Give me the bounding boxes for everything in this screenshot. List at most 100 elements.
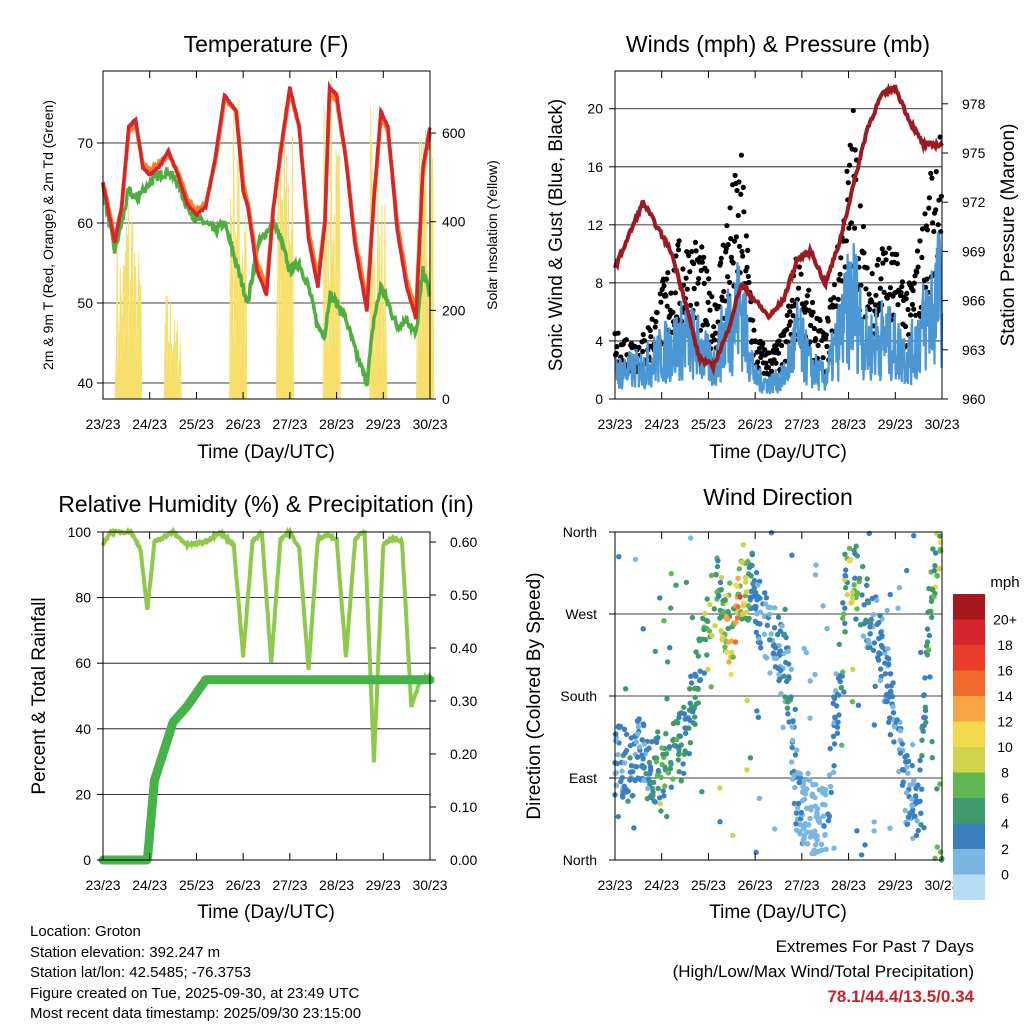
direction-point bbox=[877, 666, 884, 672]
direction-point bbox=[794, 747, 800, 753]
direction-point bbox=[718, 586, 725, 593]
direction-point bbox=[754, 611, 760, 617]
station-elevation: Station elevation: 392.247 m bbox=[30, 943, 221, 961]
direction-point bbox=[903, 790, 910, 796]
gust-point bbox=[734, 187, 740, 194]
gust-point bbox=[683, 275, 689, 281]
direction-point bbox=[822, 792, 829, 798]
gust-point bbox=[860, 223, 867, 230]
direction-point bbox=[740, 542, 747, 548]
gust-point bbox=[823, 332, 829, 338]
direction-point bbox=[785, 711, 791, 717]
direction-point bbox=[919, 753, 925, 759]
direction-point bbox=[886, 661, 892, 667]
gust-point bbox=[809, 299, 816, 306]
gust-point bbox=[760, 341, 766, 347]
direction-point bbox=[622, 760, 628, 766]
direction-point bbox=[834, 691, 840, 698]
direction-point bbox=[918, 649, 924, 656]
gust-point bbox=[847, 162, 853, 168]
station-location: Location: Groton bbox=[30, 923, 141, 940]
direction-point bbox=[627, 769, 634, 775]
legend-label: 14 bbox=[997, 688, 1013, 704]
direction-point bbox=[813, 562, 819, 568]
direction-point bbox=[673, 582, 679, 588]
gust-point bbox=[910, 288, 916, 294]
gust-point bbox=[652, 324, 658, 330]
direction-point bbox=[767, 637, 773, 643]
direction-point bbox=[745, 603, 752, 609]
y2-tick-label: 975 bbox=[962, 145, 986, 161]
direction-point bbox=[768, 530, 775, 536]
direction-point bbox=[625, 798, 631, 804]
direction-point bbox=[647, 764, 654, 770]
direction-point bbox=[922, 675, 928, 681]
gust-point bbox=[733, 234, 740, 240]
gust-point bbox=[895, 302, 901, 308]
direction-point bbox=[809, 793, 815, 799]
direction-point bbox=[712, 623, 718, 629]
direction-point bbox=[852, 550, 858, 557]
y2-tick-label: 0 bbox=[442, 391, 450, 407]
direction-point bbox=[842, 605, 848, 611]
gust-point bbox=[738, 191, 744, 197]
direction-point bbox=[877, 677, 884, 684]
legend-swatch bbox=[953, 721, 985, 747]
gust-point bbox=[864, 265, 870, 271]
gust-point bbox=[810, 309, 816, 315]
direction-point bbox=[938, 548, 944, 554]
direction-point bbox=[645, 785, 651, 791]
direction-point bbox=[803, 649, 810, 656]
direction-point bbox=[871, 640, 878, 646]
x-tick-label: 24/23 bbox=[644, 416, 679, 432]
gust-point bbox=[926, 205, 932, 211]
gust-point bbox=[664, 303, 670, 309]
gust-point bbox=[614, 344, 620, 350]
direction-point bbox=[870, 612, 877, 618]
x-tick-label: 30/23 bbox=[924, 877, 959, 893]
gust-point bbox=[831, 295, 837, 301]
y-tick-label: 50 bbox=[77, 295, 93, 311]
direction-point bbox=[887, 825, 893, 831]
direction-point bbox=[666, 744, 673, 750]
direction-point bbox=[754, 597, 760, 603]
direction-point bbox=[787, 696, 794, 703]
direction-point bbox=[887, 671, 894, 677]
direction-point bbox=[701, 670, 707, 676]
gust-point bbox=[803, 300, 809, 306]
direction-point bbox=[640, 626, 646, 632]
direction-point bbox=[780, 724, 786, 731]
direction-point bbox=[844, 592, 850, 598]
legend-swatch bbox=[953, 645, 985, 671]
x-tick-label: 26/23 bbox=[738, 416, 773, 432]
gust-point bbox=[740, 184, 746, 190]
direction-point bbox=[706, 628, 713, 634]
gust-point bbox=[653, 319, 659, 325]
direction-point bbox=[789, 759, 795, 765]
gust-point bbox=[648, 334, 654, 340]
direction-point bbox=[860, 563, 866, 570]
direction-point bbox=[767, 604, 774, 611]
legend-swatch bbox=[953, 594, 985, 620]
direction-point bbox=[670, 776, 676, 782]
direction-point bbox=[681, 770, 687, 777]
direction-point bbox=[702, 610, 708, 617]
direction-point bbox=[722, 644, 728, 650]
y2-tick-label: 0.50 bbox=[450, 587, 477, 603]
direction-point bbox=[689, 614, 696, 621]
direction-point bbox=[627, 742, 634, 749]
y2-tick-label: 600 bbox=[442, 125, 466, 141]
direction-point bbox=[636, 716, 642, 722]
direction-point bbox=[688, 703, 695, 709]
wind-plot-frame bbox=[614, 70, 943, 400]
direction-point bbox=[913, 832, 920, 839]
gust-point bbox=[663, 293, 669, 299]
direction-point bbox=[758, 645, 764, 651]
gust-point bbox=[922, 211, 928, 217]
direction-point bbox=[678, 778, 684, 784]
direction-point bbox=[890, 704, 896, 710]
gust-point bbox=[835, 296, 841, 302]
direction-point bbox=[730, 832, 736, 839]
direction-point bbox=[778, 667, 784, 674]
humidity-line bbox=[101, 526, 432, 763]
